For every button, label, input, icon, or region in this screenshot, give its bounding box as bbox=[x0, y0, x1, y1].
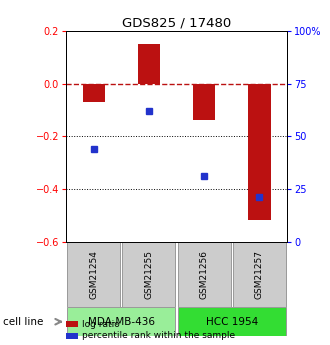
Text: percentile rank within the sample: percentile rank within the sample bbox=[82, 331, 235, 340]
Bar bbox=[138, 44, 160, 83]
Bar bbox=[178, 241, 231, 307]
Text: GSM21256: GSM21256 bbox=[200, 250, 209, 299]
Text: HCC 1954: HCC 1954 bbox=[206, 317, 258, 327]
Bar bbox=[122, 241, 176, 307]
Bar bbox=[248, 83, 271, 220]
Text: cell line: cell line bbox=[3, 317, 44, 327]
Text: log ratio: log ratio bbox=[82, 320, 119, 329]
Title: GDS825 / 17480: GDS825 / 17480 bbox=[122, 17, 231, 30]
Text: GSM21254: GSM21254 bbox=[89, 250, 98, 299]
Bar bbox=[178, 307, 286, 336]
Bar bbox=[67, 241, 120, 307]
Bar bbox=[82, 83, 105, 102]
Bar bbox=[233, 241, 286, 307]
Text: GSM21255: GSM21255 bbox=[145, 250, 153, 299]
Text: MDA-MB-436: MDA-MB-436 bbox=[88, 317, 155, 327]
Text: GSM21257: GSM21257 bbox=[255, 250, 264, 299]
Bar bbox=[193, 83, 215, 120]
Bar bbox=[67, 307, 176, 336]
